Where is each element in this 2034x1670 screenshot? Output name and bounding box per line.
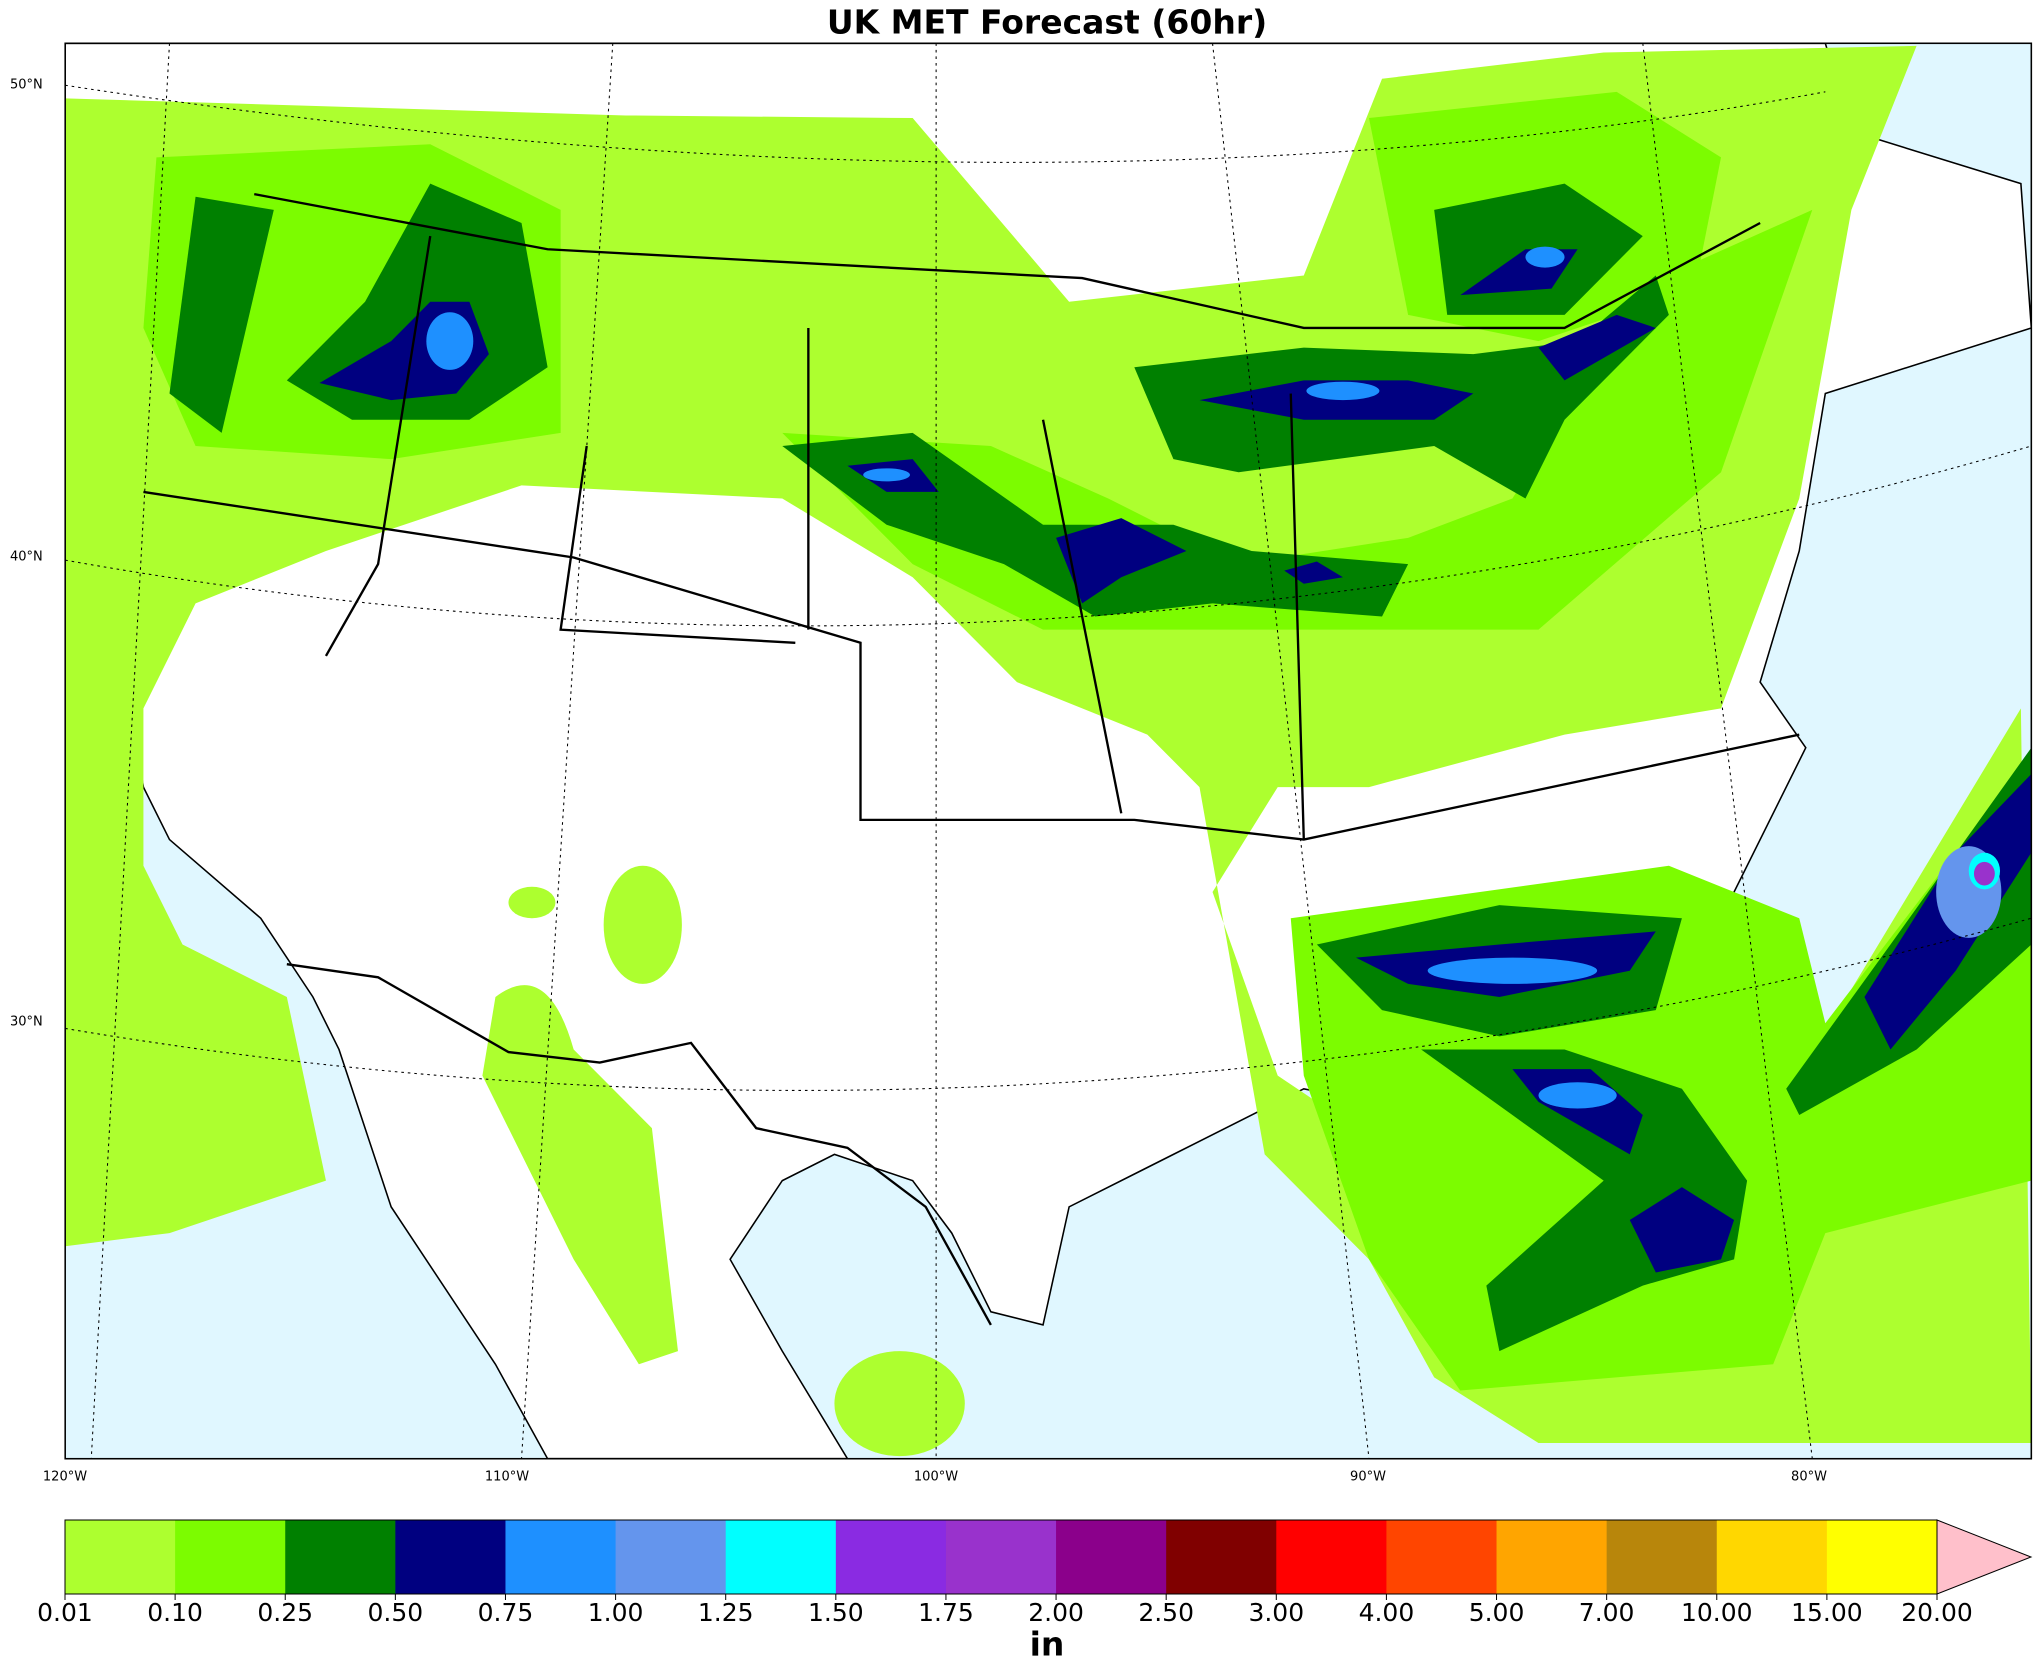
- colorbar-tick-label: 15.00: [1791, 1598, 1863, 1627]
- graticule: [65, 43, 2032, 1459]
- lat-label: 40°N: [10, 550, 43, 565]
- borders: [143, 192, 1800, 1326]
- colorbar-bin: [285, 1520, 396, 1594]
- colorbar-bin: [505, 1520, 617, 1594]
- colorbar-tick-label: 1.00: [588, 1598, 644, 1627]
- colorbar-tick-label: 20.00: [1901, 1598, 1973, 1627]
- colorbar-bin: [1166, 1520, 1277, 1594]
- colorbar-bin: [835, 1520, 947, 1594]
- colorbar-tick-label: 2.50: [1138, 1598, 1194, 1627]
- colorbar-tick-label: 0.75: [478, 1598, 534, 1627]
- colorbar-tick-label: 1.25: [698, 1598, 754, 1627]
- map-title: UK MET Forecast (60hr): [827, 3, 1267, 42]
- colorbar-bin: [945, 1520, 1057, 1594]
- colorbar-bin: [1826, 1520, 1938, 1594]
- map: [64, 42, 2033, 1460]
- colorbar-tick-label: 5.00: [1469, 1598, 1525, 1627]
- colorbar-tick-label: 2.00: [1028, 1598, 1084, 1627]
- colorbar-tick-label: 3.00: [1248, 1598, 1304, 1627]
- lon-label: 80°W: [1791, 1470, 1827, 1485]
- lat-label: 30°N: [10, 1015, 43, 1030]
- colorbar-bin: [65, 1520, 176, 1594]
- colorbar-tick-label: 0.10: [147, 1598, 203, 1627]
- colorbar-tick-label: 0.01: [37, 1598, 93, 1627]
- colorbar-tick-label: 1.75: [918, 1598, 974, 1627]
- colorbar-extend: [1936, 1519, 2033, 1595]
- colorbar-unit: in: [1030, 1625, 1065, 1664]
- lon-label: 100°W: [914, 1470, 958, 1485]
- colorbar-bin: [1716, 1520, 1828, 1594]
- precipitation: [65, 45, 2032, 1457]
- axis-labels: 50°N 40°N 30°N 120°W 110°W 100°W 90°W 80°W: [10, 78, 1827, 1485]
- colorbar-bin: [1386, 1520, 1498, 1594]
- lon-label: 110°W: [485, 1470, 529, 1485]
- lon-label: 90°W: [1350, 1470, 1386, 1485]
- colorbar-bin: [1606, 1520, 1718, 1594]
- colorbar-bin: [615, 1520, 727, 1594]
- colorbar-tick-label: 1.50: [808, 1598, 864, 1627]
- colorbar-bin: [1056, 1520, 1167, 1594]
- colorbar-tick-label: 0.25: [257, 1598, 313, 1627]
- colorbar-bin: [1276, 1520, 1387, 1594]
- colorbar-tick-label: 4.00: [1359, 1598, 1415, 1627]
- colorbar-bin: [175, 1520, 286, 1594]
- colorbar-tick-label: 0.50: [368, 1598, 424, 1627]
- lon-label: 120°W: [43, 1470, 87, 1485]
- colorbar-bin: [725, 1520, 837, 1594]
- lat-label: 50°N: [10, 78, 43, 93]
- colorbar-bin: [1496, 1520, 1608, 1594]
- colorbar-bin: [395, 1520, 506, 1594]
- colorbar-frame: [64, 1519, 1938, 1595]
- map-frame: [64, 42, 2033, 1460]
- colorbar-tick-label: 10.00: [1681, 1598, 1753, 1627]
- colorbar-tick-label: 7.00: [1579, 1598, 1635, 1627]
- colorbar: 0.01 0.10 0.25 0.50 0.75 1.00 1.25 1.50 1.75 2.00…: [37, 1519, 2033, 1664]
